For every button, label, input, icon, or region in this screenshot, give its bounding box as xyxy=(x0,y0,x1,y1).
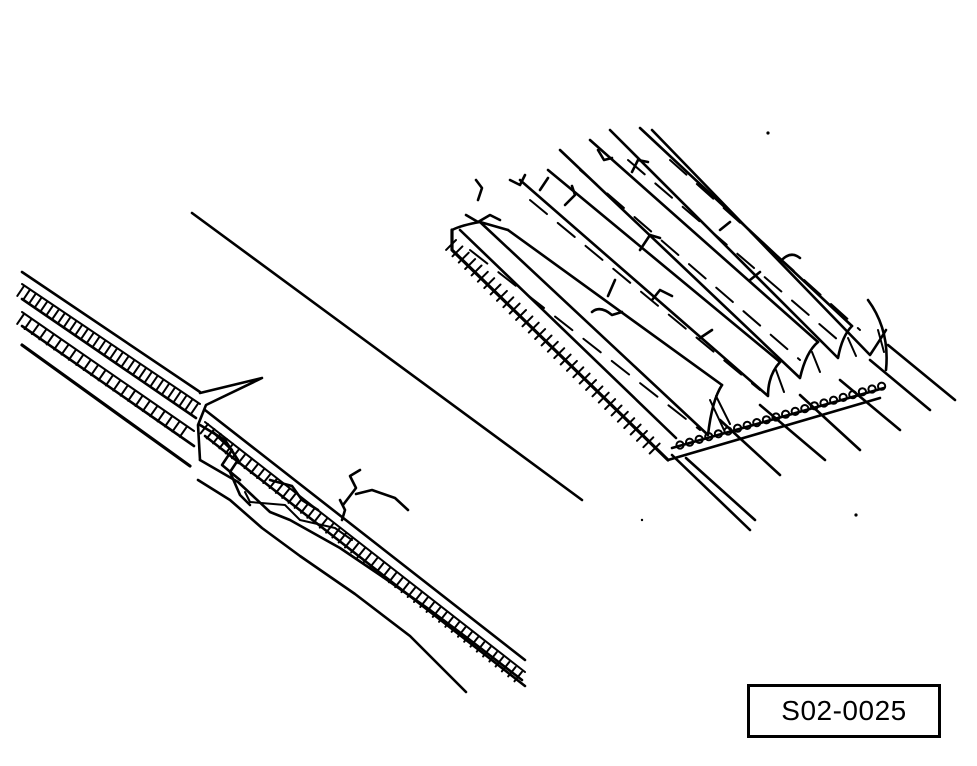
figure-id-label: S02-0025 xyxy=(781,695,907,726)
dot xyxy=(854,513,858,517)
cord-circle xyxy=(781,409,791,419)
cord-circle xyxy=(877,381,887,391)
cord-circle xyxy=(713,429,724,439)
cord-circle xyxy=(829,395,839,405)
figure-id-box: S02-0025 xyxy=(747,684,941,738)
cord-circle xyxy=(800,404,810,414)
cord-circle xyxy=(694,434,704,444)
dot xyxy=(640,518,644,522)
cord-circle xyxy=(867,384,877,394)
cord-circle xyxy=(733,423,743,433)
cracked-ribbed-belt-illustration xyxy=(445,126,957,532)
cord-circle xyxy=(761,415,772,425)
cracked-flat-belt-illustration xyxy=(16,211,584,694)
cord-circle xyxy=(790,406,800,416)
belt-segment-lower xyxy=(196,408,527,694)
cord-circle xyxy=(752,418,762,428)
belt-ribs xyxy=(450,126,888,437)
cord-circle xyxy=(838,392,848,402)
cord-circle xyxy=(857,387,868,397)
dot xyxy=(766,131,770,135)
separator-line xyxy=(190,211,584,502)
cord-circle xyxy=(675,440,685,450)
cord-circle xyxy=(685,437,695,447)
rib-crack-marks xyxy=(464,148,802,340)
crack-marks xyxy=(196,376,410,522)
cord-circle xyxy=(819,398,829,408)
cord-circle xyxy=(742,420,752,430)
pulley-lines xyxy=(670,343,957,532)
belt-segment-upper xyxy=(16,270,202,468)
